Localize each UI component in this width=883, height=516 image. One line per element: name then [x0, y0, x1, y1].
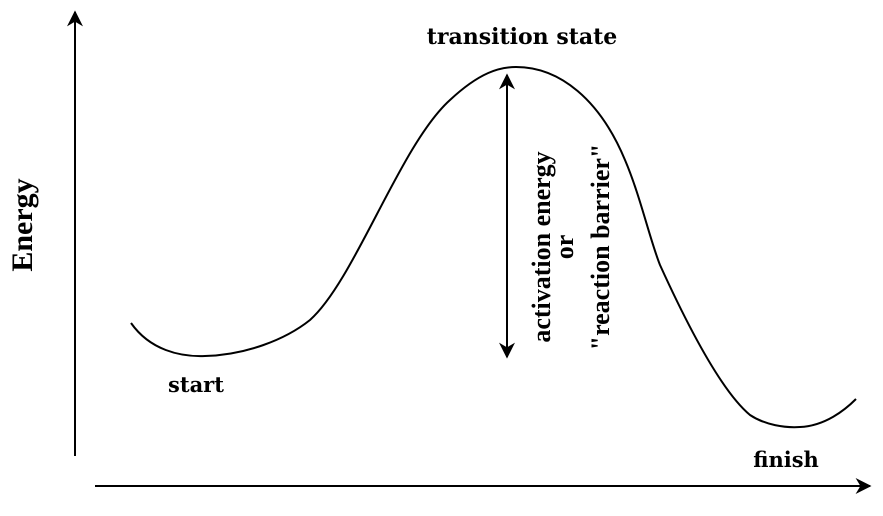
- activation-energy-label: activation energy or "reaction barrier": [527, 144, 615, 351]
- y-axis-label: Energy: [6, 178, 39, 271]
- energy-curve: [130, 65, 857, 429]
- transition-state-label: transition state: [427, 24, 618, 50]
- activation-label-line3: "reaction barrier": [586, 144, 615, 351]
- finish-label: finish: [753, 447, 819, 472]
- activation-label-line2: or: [550, 235, 579, 260]
- activation-label-line1: activation energy: [527, 151, 556, 342]
- start-label: start: [168, 372, 224, 397]
